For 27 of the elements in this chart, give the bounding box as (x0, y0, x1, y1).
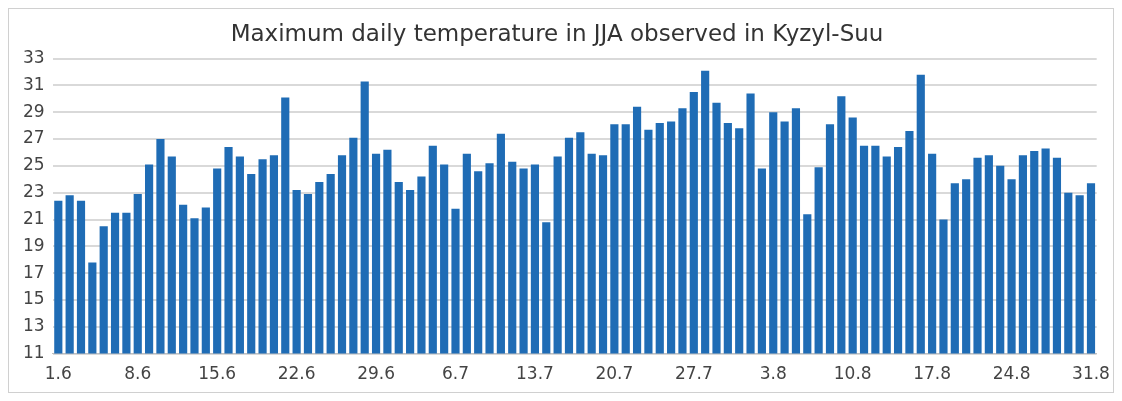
y-tick-label: 25 (22, 154, 45, 175)
x-tick-label: 10.8 (833, 363, 872, 384)
y-tick-label: 31 (22, 73, 45, 94)
x-tick-label: 6.7 (441, 363, 470, 384)
x-tick-label: 17.8 (913, 363, 952, 384)
y-tick-label: 23 (22, 181, 45, 202)
x-tick-label: 8.6 (124, 363, 152, 384)
y-tick-label: 17 (22, 261, 45, 282)
x-tick-label: 1.6 (44, 363, 72, 384)
y-tick-label: 11 (22, 342, 45, 363)
x-tick-label: 13.7 (516, 363, 554, 384)
y-tick-label: 27 (22, 127, 45, 148)
chart-title: Maximum daily temperature in JJA observed in Kyzyl-Suu (230, 19, 884, 46)
x-tick-label: 27.7 (674, 363, 713, 384)
x-tick-label: 31.8 (1072, 363, 1110, 384)
y-tick-label: 19 (22, 234, 45, 255)
y-tick-label: 15 (22, 288, 45, 309)
x-tick-label: 24.8 (992, 363, 1031, 384)
x-tick-label: 29.6 (357, 363, 395, 384)
x-tick-label: 20.7 (595, 363, 634, 384)
x-tick-label: 15.6 (198, 363, 237, 384)
y-tick-label: 33 (22, 47, 45, 68)
y-tick-label: 21 (22, 207, 45, 228)
x-tick-label: 3.8 (759, 363, 787, 384)
y-tick-label: 29 (22, 100, 45, 121)
y-tick-label: 13 (22, 315, 45, 336)
x-tick-label: 22.6 (277, 363, 316, 384)
